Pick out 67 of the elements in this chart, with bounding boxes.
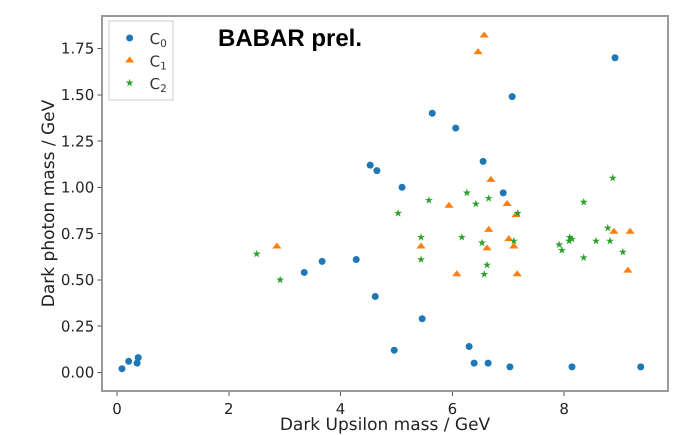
point <box>604 224 612 232</box>
legend-label: C$_{0}$ <box>150 30 167 50</box>
point <box>470 360 478 367</box>
point <box>608 174 617 182</box>
y-tick-label: 1.75 <box>60 40 94 58</box>
point <box>417 233 426 241</box>
point <box>580 253 588 262</box>
y-tick-label: 0.00 <box>60 364 94 382</box>
point <box>118 365 126 372</box>
point <box>484 360 492 367</box>
point <box>506 363 514 370</box>
point <box>417 255 426 263</box>
y-tick-label: 0.50 <box>60 271 94 290</box>
point <box>134 354 142 362</box>
point <box>466 343 473 350</box>
y-tick-label: 1.50 <box>60 86 94 104</box>
point <box>568 363 576 370</box>
x-tick-label: 0 <box>112 400 122 418</box>
point <box>373 167 380 174</box>
point <box>592 236 600 244</box>
point <box>478 238 486 246</box>
point <box>252 250 261 258</box>
legend-label: C$_{2}$ <box>150 74 167 95</box>
point <box>125 358 132 365</box>
x-axis-title: Dark Upsilon mass / GeV <box>280 415 491 435</box>
point <box>555 240 564 248</box>
x-tick-label: 4 <box>336 400 346 418</box>
point <box>390 346 398 354</box>
point <box>428 110 436 117</box>
point <box>318 258 326 265</box>
point <box>480 158 487 165</box>
point <box>424 196 433 204</box>
point <box>372 293 379 300</box>
point <box>484 194 493 202</box>
y-axis-title: Dark photon mass / GeV <box>38 99 59 308</box>
point <box>618 248 627 256</box>
y-tick-label: 1.25 <box>60 132 94 150</box>
point <box>398 184 406 191</box>
point <box>394 209 402 217</box>
point <box>366 162 374 169</box>
point <box>276 276 284 284</box>
point <box>472 200 480 208</box>
point <box>558 246 566 254</box>
point <box>300 268 308 276</box>
x-tick-label: 8 <box>559 400 569 418</box>
point <box>508 93 516 100</box>
x-tick-label: 2 <box>224 400 234 418</box>
point <box>483 260 491 268</box>
point <box>510 236 518 244</box>
annotation: BABAR prel. <box>218 25 362 52</box>
point <box>580 198 588 206</box>
point <box>612 54 619 62</box>
point <box>514 209 522 217</box>
point <box>500 189 507 196</box>
point <box>458 233 466 241</box>
y-tick-label: 1.00 <box>60 178 94 197</box>
y-tick-label: 0.25 <box>60 317 94 336</box>
point <box>352 256 360 263</box>
y-tick-label: 0.75 <box>60 224 94 243</box>
x-tick-label: 6 <box>448 400 458 418</box>
point <box>462 188 471 196</box>
point <box>480 270 488 278</box>
point <box>637 363 644 370</box>
point <box>452 124 460 132</box>
point <box>606 236 614 244</box>
legend-label: C$_{1}$ <box>150 52 167 72</box>
point <box>418 315 426 322</box>
